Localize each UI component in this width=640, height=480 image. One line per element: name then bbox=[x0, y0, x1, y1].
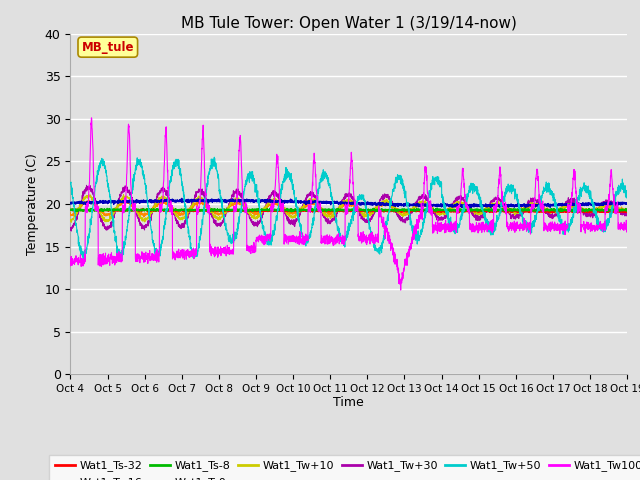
Text: MB_tule: MB_tule bbox=[81, 41, 134, 54]
Legend: Wat1_Ts-32, Wat1_Ts-16, Wat1_Ts-8, Wat1_Ts0, Wat1_Tw+10, Wat1_Tw+30, Wat1_Tw+50,: Wat1_Ts-32, Wat1_Ts-16, Wat1_Ts-8, Wat1_… bbox=[49, 455, 640, 480]
X-axis label: Time: Time bbox=[333, 396, 364, 408]
Title: MB Tule Tower: Open Water 1 (3/19/14-now): MB Tule Tower: Open Water 1 (3/19/14-now… bbox=[181, 16, 516, 31]
Y-axis label: Temperature (C): Temperature (C) bbox=[26, 153, 39, 255]
